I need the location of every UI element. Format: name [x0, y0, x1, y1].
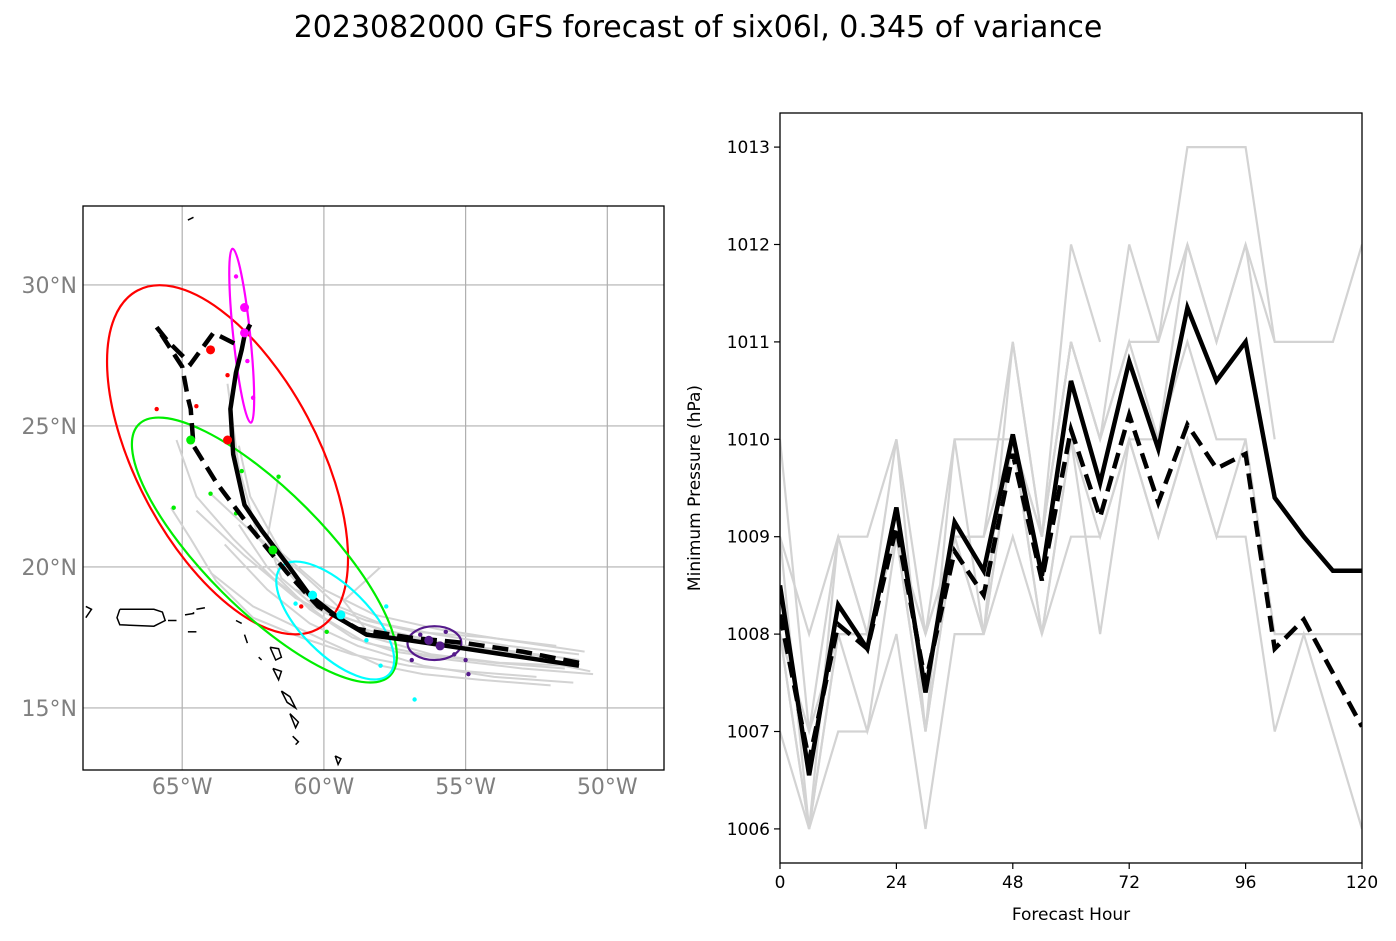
pressure-y-tick-label: 1013 [727, 138, 770, 158]
member-point [225, 373, 230, 378]
mean-point [424, 635, 434, 645]
member-point [245, 358, 250, 364]
pressure-y-tick-label: 1011 [727, 333, 770, 353]
ensemble-track [238, 524, 594, 676]
map-y-tick-label: 30°N [22, 274, 77, 299]
member-point [463, 657, 468, 663]
map-frame [82, 205, 665, 771]
member-point [378, 663, 383, 668]
pressure-x-tick-label: 120 [1346, 873, 1378, 893]
member-point [154, 406, 159, 412]
coastline [196, 607, 206, 611]
mean-point [336, 610, 346, 620]
member-point [418, 632, 423, 637]
pressure-y-tick-label: 1010 [727, 430, 770, 450]
pressure-y-tick-label: 1007 [727, 723, 770, 743]
ensemble-track [209, 492, 580, 656]
pressure-x-tick-label: 48 [1002, 873, 1024, 893]
pressure-tick-marks: 0 24 48 72 96 120 1006 1007 1008 1009 1010 1011 1012… [727, 138, 1378, 893]
map-x-tick-label: 55°W [435, 775, 496, 800]
member-point [364, 638, 369, 643]
uncertainty-ellipse [228, 247, 256, 424]
member-point [384, 604, 389, 609]
member-point [171, 505, 176, 510]
member-point [250, 395, 256, 400]
map-y-tick-label: 20°N [22, 556, 77, 581]
map-y-tick-label: 25°N [22, 415, 77, 440]
member-point [443, 629, 448, 635]
pressure-x-tick-label: 72 [1118, 873, 1140, 893]
coastline [85, 605, 93, 619]
pressure-y-tick-label: 1009 [727, 528, 770, 548]
mean-point [223, 435, 233, 445]
pressure-y-axis-label: Minimum Pressure (hPa) [685, 385, 705, 591]
member-point [239, 468, 244, 474]
ensemble-track [342, 566, 571, 667]
uncertainty-ellipse [406, 625, 463, 662]
coastline [334, 755, 342, 767]
mean-point [268, 545, 278, 555]
mean-point [240, 303, 250, 313]
coastline [269, 646, 283, 662]
coastline [289, 713, 300, 730]
map-y-tick-label: 15°N [22, 697, 77, 722]
pressure-frame [779, 112, 1363, 864]
map-x-tick-label: 50°W [577, 775, 638, 800]
coastline [243, 634, 249, 644]
member-point [233, 274, 239, 279]
dashed-pressure-line [780, 407, 1362, 762]
coastline [116, 608, 167, 627]
uncertainty-ellipse [130, 416, 398, 684]
coastline [280, 690, 298, 711]
pressure-y-tick-label: 1006 [727, 820, 770, 840]
mean-point [186, 435, 196, 445]
coastline [184, 612, 195, 616]
mean-point [240, 328, 250, 338]
ensemble-pressure-line [780, 146, 1276, 830]
member-point [466, 671, 471, 677]
uncertainty-ellipse [105, 284, 350, 636]
coastline [258, 656, 263, 661]
pressure-y-tick-label: 1008 [727, 625, 770, 645]
mean-point [206, 345, 216, 355]
coastline [272, 667, 283, 682]
map-x-tick-label: 65°W [152, 775, 213, 800]
coastline [292, 735, 300, 746]
member-point [293, 601, 298, 606]
member-point [299, 604, 304, 609]
figure-title: 2023082000 GFS forecast of six06l, 0.345… [293, 10, 1103, 45]
mean-point [435, 641, 445, 651]
member-point [276, 474, 281, 479]
member-point [194, 404, 199, 409]
member-point [324, 629, 329, 635]
member-point [412, 697, 417, 702]
member-point [409, 657, 414, 663]
member-point [452, 652, 457, 657]
pressure-x-tick-label: 96 [1235, 873, 1257, 893]
pressure-plot-area [780, 146, 1362, 830]
mean-point [308, 590, 318, 600]
coastline [187, 216, 194, 221]
ensemble-track [170, 507, 537, 678]
mean-pressure-line [780, 299, 1362, 776]
map-tick-labels: 65°W 60°W 55°W 50°W 15°N 20°N 25°N 30°N [22, 274, 638, 800]
pressure-y-tick-label: 1012 [727, 235, 770, 255]
ensemble-track [223, 543, 574, 684]
map-plot-area [85, 216, 594, 767]
pressure-x-axis-label: Forecast Hour [1012, 905, 1130, 925]
pressure-x-tick-label: 24 [886, 873, 908, 893]
map-gridlines [83, 206, 664, 770]
pressure-x-tick-label: 0 [775, 873, 786, 893]
member-point [208, 491, 213, 496]
ensemble-pressure-line [780, 435, 1247, 830]
coastline [235, 619, 243, 625]
map-x-tick-label: 60°W [294, 775, 355, 800]
